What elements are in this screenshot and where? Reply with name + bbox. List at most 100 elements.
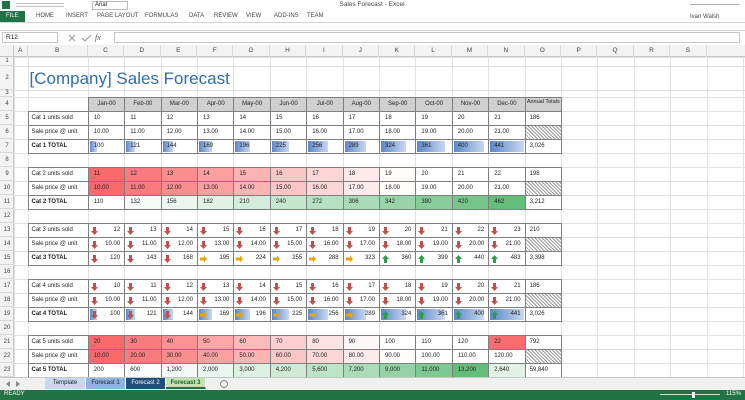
data-cell: 14.00 bbox=[233, 237, 271, 252]
arrow-shape bbox=[200, 297, 207, 305]
tab-nav[interactable] bbox=[16, 381, 20, 387]
cell-text: 90 bbox=[348, 339, 356, 345]
ribbon-tab[interactable]: TEAM bbox=[307, 13, 324, 19]
name-box[interactable]: R12 bbox=[2, 32, 58, 43]
sheet-tab[interactable]: Forecast 3 bbox=[166, 378, 206, 389]
row-label: Cat 5 TOTAL bbox=[27, 363, 89, 377]
data-cell: 80 bbox=[306, 335, 344, 350]
arrow-shape bbox=[90, 227, 98, 235]
data-cell: 60.00 bbox=[269, 349, 308, 364]
data-cell: 156 bbox=[160, 195, 198, 210]
sheet-tab[interactable]: Template bbox=[45, 378, 86, 389]
formula-input[interactable] bbox=[114, 32, 740, 43]
row-label: Cat 3 TOTAL bbox=[27, 251, 89, 266]
cell-text: 21 bbox=[457, 171, 465, 177]
cell-text: 14.00 bbox=[239, 129, 255, 135]
data-cell: 20.00 bbox=[451, 293, 490, 308]
grid-line bbox=[306, 45, 308, 377]
month-header: Feb-00 bbox=[124, 97, 162, 112]
cell-text: 90.00 bbox=[385, 353, 401, 359]
cell-text: 18 bbox=[404, 283, 412, 289]
cell-text: 11 bbox=[93, 171, 101, 177]
cell-text: 168 bbox=[182, 255, 193, 261]
data-cell: 17.00 bbox=[342, 125, 380, 140]
data-cell: 225 bbox=[269, 307, 308, 322]
ribbon-tab[interactable]: FORMULAS bbox=[145, 13, 179, 19]
cancel-icon[interactable] bbox=[68, 34, 76, 42]
row-header: 21 bbox=[0, 335, 14, 349]
cell-text: 169 bbox=[219, 311, 230, 317]
enter-icon[interactable] bbox=[81, 34, 92, 42]
data-cell: 16 bbox=[306, 111, 344, 126]
data-cell: 15.00 bbox=[269, 293, 308, 308]
grid-line bbox=[124, 45, 126, 377]
data-cell: 10.00 bbox=[87, 181, 126, 196]
ribbon-tab[interactable]: DATA bbox=[189, 13, 205, 19]
zoom-slider[interactable] bbox=[660, 394, 720, 395]
grid-line bbox=[415, 45, 417, 377]
column-header: G bbox=[233, 45, 270, 57]
arrow-icon bbox=[236, 227, 244, 235]
column-header: C bbox=[88, 45, 125, 57]
arrow-icon bbox=[491, 255, 499, 263]
data-cell: 40 bbox=[160, 335, 198, 350]
data-cell: 17.00 bbox=[342, 293, 380, 308]
window-controls[interactable] bbox=[690, 4, 740, 6]
hatched-cell bbox=[524, 237, 562, 252]
arrow-icon bbox=[418, 227, 426, 235]
cell-text: 120 bbox=[457, 339, 468, 345]
formula-label[interactable]: fx bbox=[95, 33, 101, 42]
cell-text: 256 bbox=[312, 143, 323, 149]
ribbon-tab[interactable]: REVIEW bbox=[214, 13, 238, 19]
month-header: Jul-00 bbox=[306, 97, 344, 112]
ribbon-tab[interactable]: PAGE LAYOUT bbox=[97, 13, 139, 19]
sheet-tab[interactable]: Forecast 2 bbox=[126, 378, 166, 389]
quick-access[interactable] bbox=[16, 3, 64, 7]
cell-text: 14 bbox=[186, 227, 193, 233]
cell-text: 10.00 bbox=[105, 241, 121, 247]
status-bar bbox=[0, 390, 745, 400]
arrow-shape bbox=[382, 283, 389, 291]
data-cell: 90.00 bbox=[379, 349, 417, 364]
tab-nav[interactable] bbox=[6, 381, 10, 387]
data-cell: 11 bbox=[124, 111, 162, 126]
row-label: Sale price @ unit bbox=[27, 349, 89, 364]
data-cell: 11,000 bbox=[415, 363, 453, 377]
sheet-tab[interactable]: Forecast 1 bbox=[86, 378, 126, 389]
cell-text: 10.00 bbox=[105, 297, 121, 303]
cell-text: 20 bbox=[93, 339, 101, 345]
ribbon-tab[interactable]: ADD-INS bbox=[274, 13, 299, 19]
ribbon-tab[interactable]: FILE bbox=[0, 11, 25, 22]
ribbon-tab[interactable]: VIEW bbox=[246, 13, 262, 19]
add-sheet[interactable] bbox=[220, 380, 228, 388]
user-name[interactable]: Ivan Walsh bbox=[690, 14, 720, 20]
arrow-shape bbox=[418, 227, 426, 235]
ribbon-tab[interactable]: HOME bbox=[36, 13, 54, 19]
data-cell: 80.00 bbox=[342, 349, 380, 364]
data-cell: 7,200 bbox=[342, 363, 380, 377]
arrow-shape bbox=[163, 227, 171, 235]
arrow-icon bbox=[163, 297, 171, 305]
data-cell: 14 bbox=[233, 111, 271, 126]
data-cell: 20.00 bbox=[451, 181, 490, 196]
arrow-icon bbox=[163, 241, 171, 249]
ribbon-tab[interactable]: INSERT bbox=[66, 13, 88, 19]
cell-text: 14.00 bbox=[239, 185, 255, 191]
cell-text: 19.00 bbox=[432, 297, 448, 303]
font-box[interactable]: Arial bbox=[92, 1, 128, 10]
data-cell: 169 bbox=[197, 139, 235, 154]
cell-text: 17 bbox=[348, 115, 356, 121]
zoom-thumb[interactable] bbox=[692, 392, 695, 398]
grid-line bbox=[0, 90, 745, 91]
cell-text: 441 bbox=[494, 143, 505, 149]
row-label: Cat 1 units sold bbox=[27, 111, 89, 126]
cell-text: 272 bbox=[312, 199, 323, 205]
data-cell: 12 bbox=[160, 111, 198, 126]
arrow-icon bbox=[309, 297, 317, 305]
arrow-shape bbox=[272, 297, 280, 305]
grid-line bbox=[27, 45, 29, 377]
data-cell: 600 bbox=[124, 363, 162, 377]
data-cell: 22 bbox=[488, 335, 526, 350]
month-header: Jun-00 bbox=[269, 97, 308, 112]
zoom-level[interactable]: 115% bbox=[726, 391, 741, 397]
